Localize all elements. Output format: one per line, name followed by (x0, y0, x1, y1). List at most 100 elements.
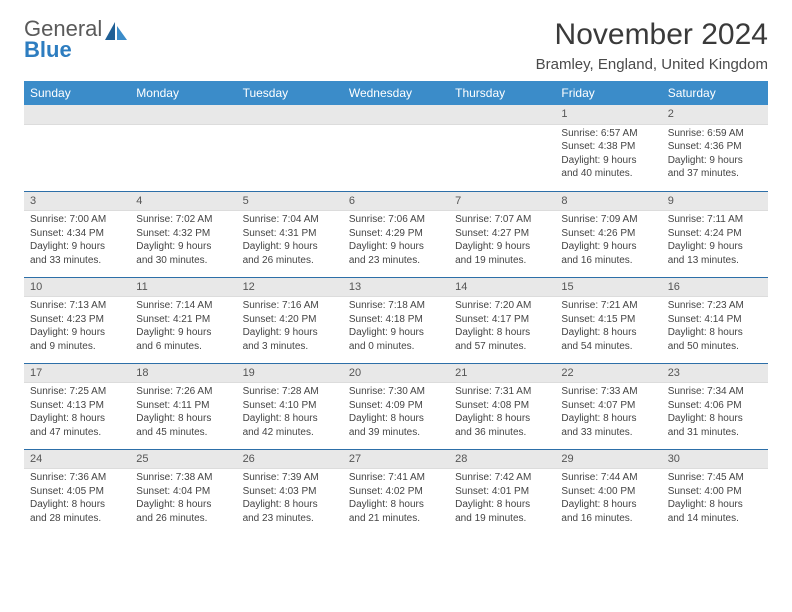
day-number: 14 (449, 278, 555, 298)
sunrise-line: Sunrise: 7:25 AM (30, 385, 124, 399)
daylight-line: Daylight: 8 hours and 16 minutes. (561, 498, 655, 525)
calendar-cell: 28Sunrise: 7:42 AMSunset: 4:01 PMDayligh… (449, 449, 555, 535)
calendar-cell (130, 105, 236, 191)
daylight-line: Daylight: 8 hours and 33 minutes. (561, 412, 655, 439)
sunset-line: Sunset: 4:24 PM (668, 227, 762, 241)
calendar-cell: 17Sunrise: 7:25 AMSunset: 4:13 PMDayligh… (24, 363, 130, 449)
calendar-cell: 4Sunrise: 7:02 AMSunset: 4:32 PMDaylight… (130, 191, 236, 277)
day-content: Sunrise: 6:57 AMSunset: 4:38 PMDaylight:… (555, 125, 661, 185)
sunrise-line: Sunrise: 7:39 AM (243, 471, 337, 485)
day-content: Sunrise: 7:18 AMSunset: 4:18 PMDaylight:… (343, 297, 449, 357)
day-number: 25 (130, 450, 236, 470)
day-number (449, 105, 555, 125)
sunset-line: Sunset: 4:04 PM (136, 485, 230, 499)
sunrise-line: Sunrise: 7:09 AM (561, 213, 655, 227)
sunset-line: Sunset: 4:23 PM (30, 313, 124, 327)
sunset-line: Sunset: 4:34 PM (30, 227, 124, 241)
daylight-line: Daylight: 8 hours and 39 minutes. (349, 412, 443, 439)
sunset-line: Sunset: 4:11 PM (136, 399, 230, 413)
calendar-cell: 9Sunrise: 7:11 AMSunset: 4:24 PMDaylight… (662, 191, 768, 277)
day-content: Sunrise: 7:00 AMSunset: 4:34 PMDaylight:… (24, 211, 130, 271)
daylight-line: Daylight: 8 hours and 47 minutes. (30, 412, 124, 439)
sunset-line: Sunset: 4:20 PM (243, 313, 337, 327)
day-number: 28 (449, 450, 555, 470)
calendar-table: SundayMondayTuesdayWednesdayThursdayFrid… (24, 81, 768, 535)
calendar-cell (24, 105, 130, 191)
day-content: Sunrise: 7:21 AMSunset: 4:15 PMDaylight:… (555, 297, 661, 357)
day-header: Wednesday (343, 81, 449, 105)
day-header: Tuesday (237, 81, 343, 105)
calendar-cell: 21Sunrise: 7:31 AMSunset: 4:08 PMDayligh… (449, 363, 555, 449)
calendar-cell: 14Sunrise: 7:20 AMSunset: 4:17 PMDayligh… (449, 277, 555, 363)
day-number: 21 (449, 364, 555, 384)
day-number: 19 (237, 364, 343, 384)
day-content: Sunrise: 7:13 AMSunset: 4:23 PMDaylight:… (24, 297, 130, 357)
sunset-line: Sunset: 4:09 PM (349, 399, 443, 413)
day-content: Sunrise: 7:44 AMSunset: 4:00 PMDaylight:… (555, 469, 661, 529)
day-number: 18 (130, 364, 236, 384)
day-number (343, 105, 449, 125)
day-content: Sunrise: 7:28 AMSunset: 4:10 PMDaylight:… (237, 383, 343, 443)
day-number: 20 (343, 364, 449, 384)
day-content: Sunrise: 7:04 AMSunset: 4:31 PMDaylight:… (237, 211, 343, 271)
daylight-line: Daylight: 8 hours and 50 minutes. (668, 326, 762, 353)
day-number: 12 (237, 278, 343, 298)
calendar-cell: 20Sunrise: 7:30 AMSunset: 4:09 PMDayligh… (343, 363, 449, 449)
calendar-cell: 25Sunrise: 7:38 AMSunset: 4:04 PMDayligh… (130, 449, 236, 535)
sunrise-line: Sunrise: 6:59 AM (668, 127, 762, 141)
day-content: Sunrise: 7:09 AMSunset: 4:26 PMDaylight:… (555, 211, 661, 271)
day-header: Friday (555, 81, 661, 105)
calendar-week-row: 3Sunrise: 7:00 AMSunset: 4:34 PMDaylight… (24, 191, 768, 277)
calendar-body: 1Sunrise: 6:57 AMSunset: 4:38 PMDaylight… (24, 105, 768, 535)
sunset-line: Sunset: 4:36 PM (668, 140, 762, 154)
day-number: 23 (662, 364, 768, 384)
calendar-cell: 16Sunrise: 7:23 AMSunset: 4:14 PMDayligh… (662, 277, 768, 363)
day-number: 27 (343, 450, 449, 470)
day-number: 8 (555, 192, 661, 212)
daylight-line: Daylight: 9 hours and 33 minutes. (30, 240, 124, 267)
day-number: 15 (555, 278, 661, 298)
sunrise-line: Sunrise: 7:41 AM (349, 471, 443, 485)
calendar-cell: 6Sunrise: 7:06 AMSunset: 4:29 PMDaylight… (343, 191, 449, 277)
day-content: Sunrise: 7:33 AMSunset: 4:07 PMDaylight:… (555, 383, 661, 443)
month-title: November 2024 (536, 18, 768, 52)
day-number: 26 (237, 450, 343, 470)
logo-word-blue: Blue (24, 39, 102, 61)
sunrise-line: Sunrise: 7:23 AM (668, 299, 762, 313)
day-number: 6 (343, 192, 449, 212)
daylight-line: Daylight: 8 hours and 31 minutes. (668, 412, 762, 439)
daylight-line: Daylight: 9 hours and 23 minutes. (349, 240, 443, 267)
calendar-cell: 12Sunrise: 7:16 AMSunset: 4:20 PMDayligh… (237, 277, 343, 363)
daylight-line: Daylight: 8 hours and 14 minutes. (668, 498, 762, 525)
day-content: Sunrise: 7:31 AMSunset: 4:08 PMDaylight:… (449, 383, 555, 443)
daylight-line: Daylight: 9 hours and 37 minutes. (668, 154, 762, 181)
calendar-cell: 24Sunrise: 7:36 AMSunset: 4:05 PMDayligh… (24, 449, 130, 535)
calendar-cell: 7Sunrise: 7:07 AMSunset: 4:27 PMDaylight… (449, 191, 555, 277)
calendar-week-row: 10Sunrise: 7:13 AMSunset: 4:23 PMDayligh… (24, 277, 768, 363)
sunset-line: Sunset: 4:05 PM (30, 485, 124, 499)
daylight-line: Daylight: 8 hours and 21 minutes. (349, 498, 443, 525)
sunrise-line: Sunrise: 7:16 AM (243, 299, 337, 313)
sunset-line: Sunset: 4:14 PM (668, 313, 762, 327)
sunrise-line: Sunrise: 7:45 AM (668, 471, 762, 485)
calendar-cell: 29Sunrise: 7:44 AMSunset: 4:00 PMDayligh… (555, 449, 661, 535)
daylight-line: Daylight: 9 hours and 26 minutes. (243, 240, 337, 267)
day-content: Sunrise: 7:14 AMSunset: 4:21 PMDaylight:… (130, 297, 236, 357)
sunrise-line: Sunrise: 7:34 AM (668, 385, 762, 399)
sunrise-line: Sunrise: 7:20 AM (455, 299, 549, 313)
day-content: Sunrise: 7:16 AMSunset: 4:20 PMDaylight:… (237, 297, 343, 357)
day-header: Saturday (662, 81, 768, 105)
title-block: November 2024 Bramley, England, United K… (536, 18, 768, 73)
sunrise-line: Sunrise: 7:18 AM (349, 299, 443, 313)
sunrise-line: Sunrise: 7:30 AM (349, 385, 443, 399)
day-content: Sunrise: 7:06 AMSunset: 4:29 PMDaylight:… (343, 211, 449, 271)
daylight-line: Daylight: 9 hours and 13 minutes. (668, 240, 762, 267)
sunset-line: Sunset: 4:17 PM (455, 313, 549, 327)
calendar-cell: 30Sunrise: 7:45 AMSunset: 4:00 PMDayligh… (662, 449, 768, 535)
calendar-cell (449, 105, 555, 191)
calendar-cell: 18Sunrise: 7:26 AMSunset: 4:11 PMDayligh… (130, 363, 236, 449)
calendar-cell: 26Sunrise: 7:39 AMSunset: 4:03 PMDayligh… (237, 449, 343, 535)
daylight-line: Daylight: 9 hours and 16 minutes. (561, 240, 655, 267)
day-content: Sunrise: 7:42 AMSunset: 4:01 PMDaylight:… (449, 469, 555, 529)
day-number: 5 (237, 192, 343, 212)
